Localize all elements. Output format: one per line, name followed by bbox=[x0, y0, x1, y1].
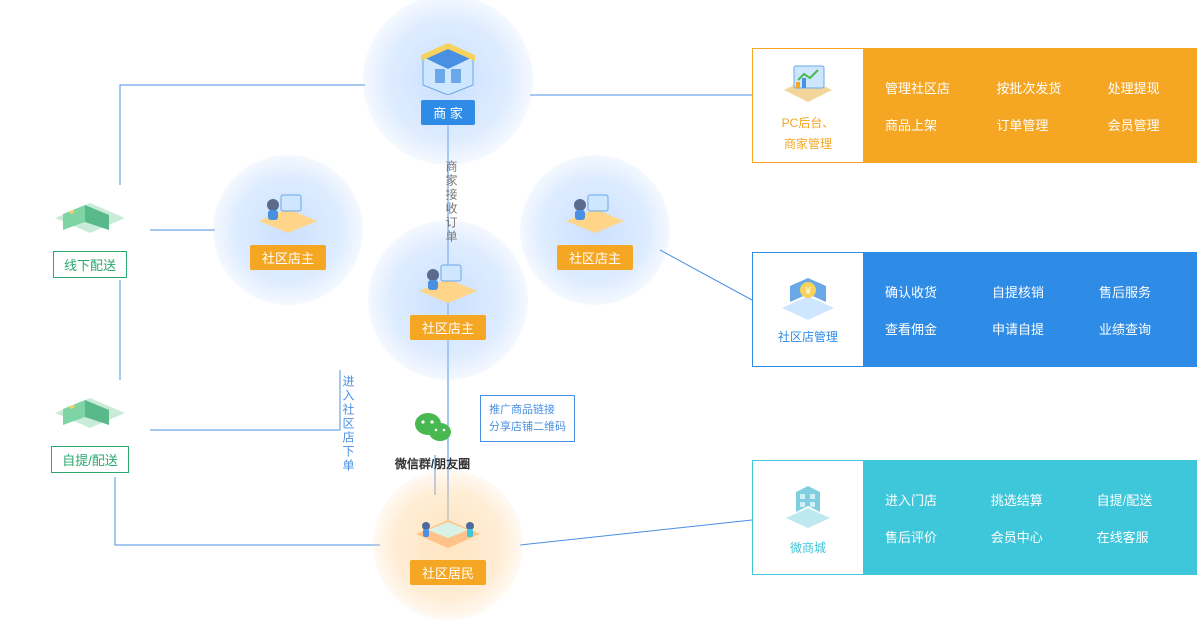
residents-node: 社区居民 bbox=[398, 500, 498, 585]
panel-shop-body: 确认收货 自提核销 售后服务 查看佣金 申请自提 业绩查询 bbox=[863, 253, 1196, 366]
owner-right-node: 社区店主 bbox=[545, 185, 645, 270]
panel-pc-icon-wrap: PC后台、 商家管理 bbox=[753, 51, 863, 161]
panel-pc-item: 会员管理 bbox=[1108, 115, 1174, 134]
monitor-icon bbox=[778, 60, 838, 110]
panel-mall-item: 会员中心 bbox=[991, 527, 1065, 546]
panel-shop-label: 社区店管理 bbox=[778, 328, 838, 345]
panel-shop: ¥ 社区店管理 确认收货 自提核销 售后服务 查看佣金 申请自提 业绩查询 bbox=[752, 252, 1197, 367]
panel-shop-item: 查看佣金 bbox=[885, 319, 960, 338]
building-icon bbox=[778, 480, 838, 535]
panel-mall-label: 微商城 bbox=[790, 539, 826, 556]
panel-pc-label2: 商家管理 bbox=[784, 135, 832, 152]
tip-line1: 推广商品链接 bbox=[489, 402, 566, 419]
panel-mall-icon-wrap: 微商城 bbox=[753, 463, 863, 573]
merchant-node: 商 家 bbox=[398, 35, 498, 125]
panel-mall-item: 挑选结算 bbox=[991, 490, 1065, 509]
panel-mall-item: 自提/配送 bbox=[1097, 490, 1174, 509]
panel-shop-icon-wrap: ¥ 社区店管理 bbox=[753, 255, 863, 365]
residents-label: 社区居民 bbox=[410, 560, 486, 585]
desk-person-icon bbox=[253, 185, 323, 240]
owner-left-node: 社区店主 bbox=[238, 185, 338, 270]
merchant-order-vtext: 商家接收订单 bbox=[443, 160, 460, 244]
panel-mall-item: 售后评价 bbox=[885, 527, 959, 546]
panel-pc-item: 按批次发货 bbox=[996, 78, 1075, 97]
truck-delivery-label: 线下配送 bbox=[53, 251, 127, 278]
panel-pc-body: 管理社区店 按批次发货 处理提现 商品上架 订单管理 会员管理 bbox=[863, 49, 1196, 162]
store-icon bbox=[413, 35, 483, 95]
panel-pc-item: 处理提现 bbox=[1108, 78, 1174, 97]
truck-pickup-label: 自提/配送 bbox=[51, 446, 129, 473]
panel-shop-item: 申请自提 bbox=[992, 319, 1067, 338]
panel-pc: PC后台、 商家管理 管理社区店 按批次发货 处理提现 商品上架 订单管理 会员… bbox=[752, 48, 1197, 163]
desk-person-icon bbox=[413, 255, 483, 310]
panel-shop-item: 售后服务 bbox=[1099, 282, 1174, 301]
panel-pc-item: 订单管理 bbox=[996, 115, 1075, 134]
panel-shop-item: 业绩查询 bbox=[1099, 319, 1174, 338]
panel-pc-item: 管理社区店 bbox=[885, 78, 964, 97]
panel-shop-item: 自提核销 bbox=[992, 282, 1067, 301]
wechat-label: 微信群/朋友圈 bbox=[390, 455, 475, 472]
enter-shop-vtext: 进入社区店下单 bbox=[340, 375, 357, 473]
truck-pickup: 自提/配送 bbox=[35, 380, 145, 473]
panel-mall-body: 进入门店 挑选结算 自提/配送 售后评价 会员中心 在线客服 bbox=[863, 461, 1196, 574]
panel-pc-item: 商品上架 bbox=[885, 115, 964, 134]
panel-mall-item: 在线客服 bbox=[1097, 527, 1174, 546]
owner-left-label: 社区店主 bbox=[250, 245, 326, 270]
tip-line2: 分享店铺二维码 bbox=[489, 419, 566, 436]
svg-text:¥: ¥ bbox=[804, 286, 811, 297]
panel-pc-label1: PC后台、 bbox=[782, 114, 835, 131]
truck-icon bbox=[45, 383, 135, 438]
truck-icon bbox=[45, 188, 135, 243]
share-tip: 推广商品链接 分享店铺二维码 bbox=[480, 395, 575, 442]
wechat-icon bbox=[413, 410, 453, 446]
merchant-label: 商 家 bbox=[421, 100, 475, 125]
owner-right-label: 社区店主 bbox=[557, 245, 633, 270]
panel-mall-item: 进入门店 bbox=[885, 490, 959, 509]
owner-center-node: 社区店主 bbox=[398, 255, 498, 340]
residents-icon bbox=[408, 500, 488, 555]
owner-center-label: 社区店主 bbox=[410, 315, 486, 340]
wechat-node: 微信群/朋友圈 bbox=[390, 410, 475, 472]
desk-person-icon bbox=[560, 185, 630, 240]
laptop-icon: ¥ bbox=[776, 274, 840, 324]
panel-shop-item: 确认收货 bbox=[885, 282, 960, 301]
panel-mall: 微商城 进入门店 挑选结算 自提/配送 售后评价 会员中心 在线客服 bbox=[752, 460, 1197, 575]
truck-delivery: 线下配送 bbox=[35, 185, 145, 278]
